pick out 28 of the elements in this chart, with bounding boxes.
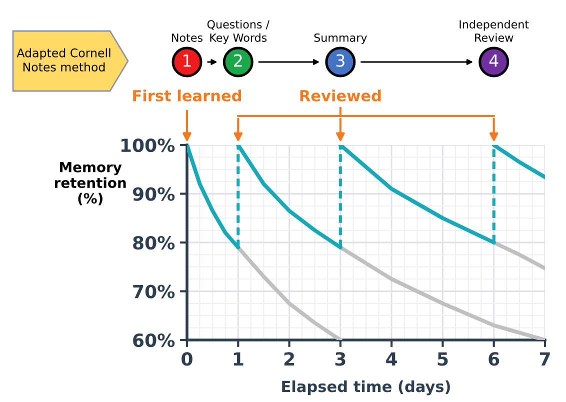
text: Adapted Cornell Notes method — [16, 48, 110, 72]
x-tick-label: 1 — [234, 352, 244, 366]
annotation: First learned — [133, 90, 241, 102]
y-tick-label: 60% — [133, 333, 175, 348]
line-series — [236, 245, 342, 340]
y-tick-label: 80% — [133, 236, 175, 250]
text: Independent Review — [460, 20, 529, 42]
x-tick-label: 5 — [438, 352, 448, 366]
y-tick-label: 90% — [132, 187, 175, 201]
text: Questions / Key Words — [207, 20, 270, 44]
line-series — [338, 245, 545, 340]
x-axis-title: Elapsed time (days) — [282, 380, 450, 396]
text: Notes — [172, 34, 203, 42]
text: 4 — [489, 54, 498, 67]
x-tick-label: 2 — [284, 352, 294, 366]
x-tick-label: 4 — [386, 352, 398, 366]
y-tick-label: 70% — [133, 284, 175, 298]
x-tick-label: 7 — [540, 352, 550, 366]
annotation: Reviewed — [300, 90, 381, 102]
x-tick-label: 6 — [488, 352, 500, 366]
x-tick-label: 0 — [182, 352, 192, 366]
x-tick-label: 3 — [335, 352, 346, 366]
text: Summary — [314, 33, 367, 44]
y-tick-label: 100% — [121, 138, 175, 152]
y-axis-title: Memory retention (%) — [54, 162, 126, 206]
text: 3 — [336, 54, 344, 67]
text: 1 — [184, 54, 191, 67]
text: 2 — [234, 54, 242, 67]
